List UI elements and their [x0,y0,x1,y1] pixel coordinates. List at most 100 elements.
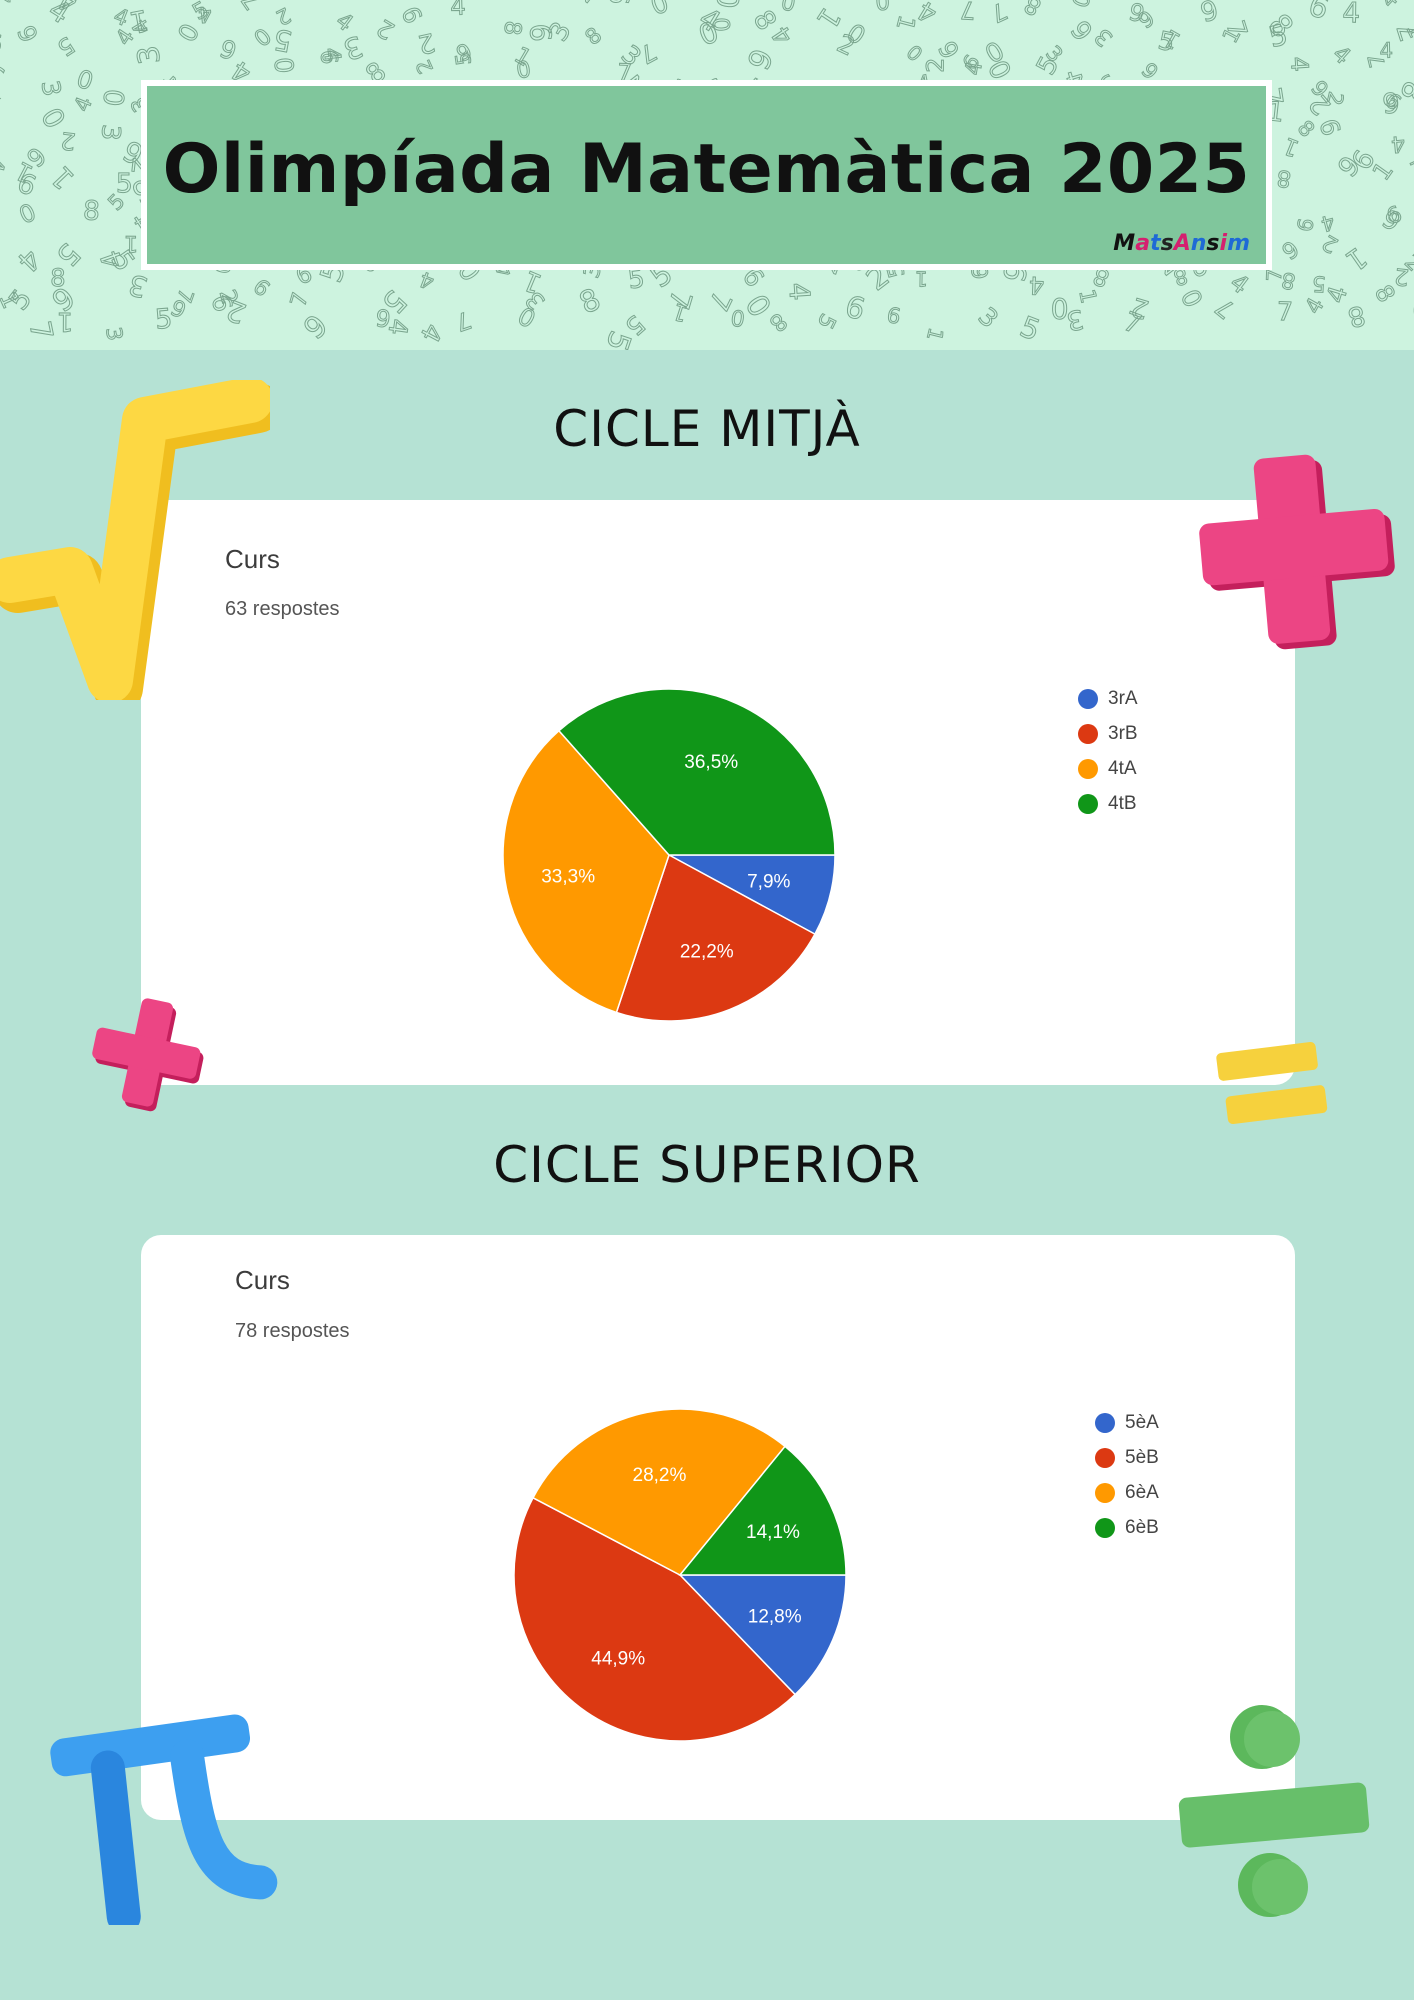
number-doodle: 1 [1280,132,1303,162]
legend-color-dot [1095,1517,1115,1538]
legend-label: 3rB [1108,722,1138,744]
number-doodle: 5 [812,309,841,332]
legend-item: 5èA [1095,1405,1159,1440]
number-doodle: 9 [605,0,638,6]
number-doodle: 4 [353,0,380,1]
card-title: Curs [235,1265,290,1295]
number-doodle: 6 [248,274,274,302]
number-doodle: 3 [96,123,126,141]
number-doodle: 0 [1069,0,1097,11]
legend-color-dot [1095,1447,1115,1468]
number-doodle: 9 [885,302,903,329]
section-heading-cicle-mitja: CICLE MITJÀ [553,400,861,458]
pie-slice-4tA [502,729,670,1014]
number-doodle: 3 [101,325,128,342]
legend-label: 6èB [1125,1516,1159,1538]
slice-label: 36,5% [684,752,738,773]
number-doodle: 9 [374,304,392,334]
number-doodle: 8 [581,23,607,51]
number-doodle: 6 [1411,293,1414,327]
number-doodle: 0 [270,56,300,74]
pie-slice-5èB [513,1496,797,1742]
number-doodle: 4 [414,318,448,346]
number-doodle: 9 [1292,216,1318,233]
number-doodle: 0 [96,88,129,108]
pie-chart-cicle-mitja: 7,9% 22,2% 33,3% 36,5% [502,688,836,1022]
legend-item: 5èB [1095,1440,1159,1475]
legend-color-dot [1078,793,1098,814]
slice-label: 22,2% [680,942,734,963]
number-doodle: 6 [296,306,334,344]
legend-label: 6èA [1125,1481,1159,1503]
number-doodle: 7 [986,0,1011,28]
number-doodle: 4 [11,242,48,279]
number-doodle: 4 [1285,56,1314,73]
number-doodle: 4 [383,317,414,337]
number-doodle: 1 [1073,287,1100,306]
number-doodle: 4 [1327,41,1355,70]
number-doodle: 8 [82,195,100,227]
number-doodle: 7 [23,318,60,343]
number-doodle: 3 [973,302,1004,334]
legend-color-dot [1078,723,1098,744]
number-doodle: 0 [779,0,798,15]
number-doodle: 0 [515,56,533,84]
chart-card-cicle-superior: Curs 78 respostes 12,8% 44,9% 28,2% 14,1% 5… [141,1235,1295,1820]
pi-icon [50,1714,278,1925]
slice-label: 14,1% [746,1522,800,1543]
number-doodle: 1 [922,325,948,343]
number-doodle: 1 [891,12,920,33]
number-doodle: 0 [729,306,746,333]
number-doodle: 4 [1342,0,1360,29]
number-doodle: 6 [1304,0,1334,27]
number-doodle: 5 [52,31,79,61]
plus-icon [1199,454,1395,650]
number-doodle: 4 [450,0,466,21]
number-doodle: 7 [0,86,8,121]
title-box: Olimpíada Matemàtica 2025 MatsAnsim [147,86,1266,264]
number-doodle: 3 [0,57,9,94]
number-doodle: 2 [570,0,600,8]
number-doodle: 7 [1407,155,1414,182]
number-doodle: 7 [1392,19,1414,45]
number-doodle: 2 [1318,229,1343,258]
chart-card-cicle-mitja: Curs 63 respostes 7,9% 22,2% 33,3% 36,5% 3r… [141,500,1295,1085]
number-doodle: 3 [543,17,577,46]
number-doodle: 2 [921,58,949,73]
number-doodle: 6 [523,23,557,42]
number-doodle: 8 [498,19,525,36]
number-doodle: 0 [709,17,736,32]
number-doodle: 5 [1156,26,1177,58]
number-doodle: 1 [57,306,74,336]
number-doodle: 1 [915,266,928,290]
card-title: Curs [225,544,280,574]
number-doodle: 9 [842,288,869,327]
number-doodle: 8 [1275,164,1292,192]
number-doodle: 0 [14,197,39,229]
legend-item: 3rB [1078,716,1138,751]
number-doodle: 4 [1390,130,1407,157]
legend-color-dot [1095,1412,1115,1433]
number-doodle: 4 [69,93,97,115]
number-doodle: 2 [1128,291,1152,324]
number-doodle: 6 [395,2,427,28]
number-doodle: 9 [216,34,240,67]
number-doodle: 9 [1197,0,1221,29]
number-doodle: 5 [271,22,295,58]
number-doodle: 4 [197,0,213,26]
logo: MatsAnsim [1113,231,1250,256]
number-doodle: 2 [1393,262,1410,289]
number-doodle: 5 [451,51,477,67]
number-doodle: 8 [50,263,66,292]
chart-legend: 3rA 3rB 4tA 4tB [1078,681,1138,821]
number-doodle: 7 [452,305,475,336]
number-doodle: 0 [711,0,747,10]
number-doodle: 5 [154,303,174,335]
number-doodle: 1 [1367,157,1399,186]
legend-item: 3rA [1078,681,1138,716]
number-doodle: 2 [415,26,438,59]
legend-item: 6èB [1095,1510,1159,1545]
number-doodle: 2 [1322,89,1348,107]
number-doodle: 0 [1051,293,1069,326]
number-doodle: 8 [1279,266,1297,293]
